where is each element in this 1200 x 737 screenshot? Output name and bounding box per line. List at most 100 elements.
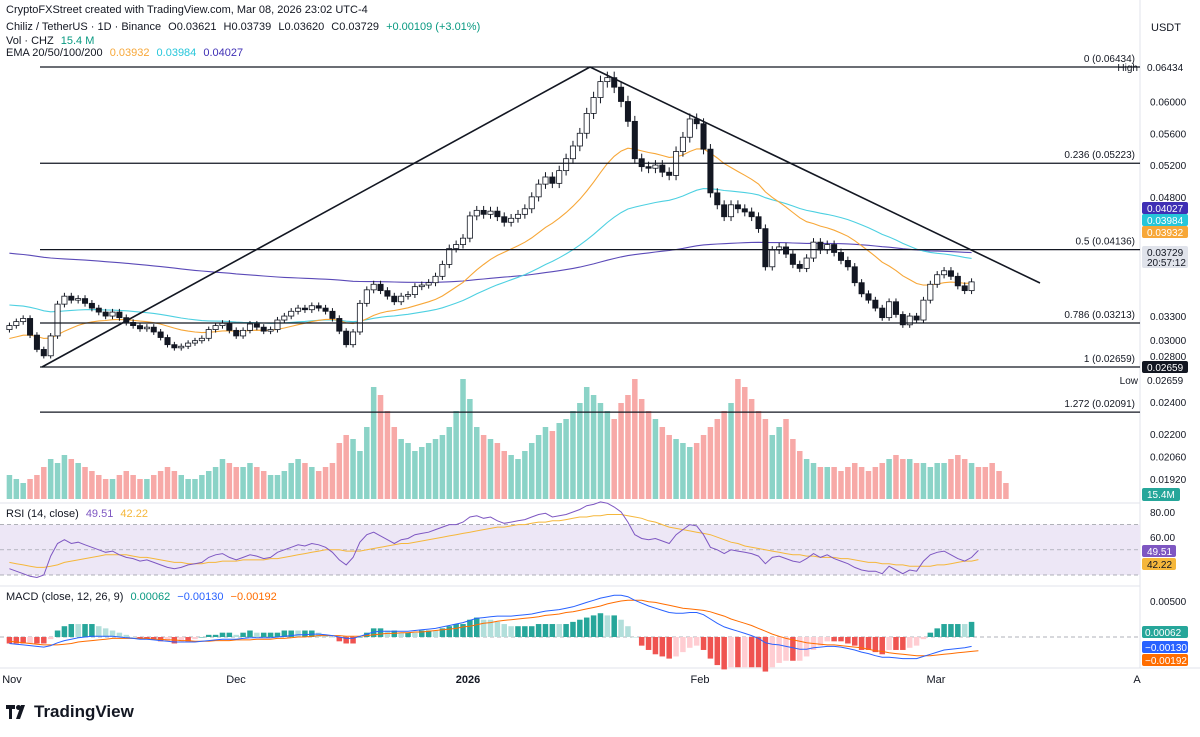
volume-bar <box>391 427 398 499</box>
tradingview-logo-icon <box>6 705 28 719</box>
candle-up <box>356 302 363 333</box>
volume-bar <box>384 411 391 499</box>
macd-histogram-bar <box>577 619 583 637</box>
volume-bar <box>329 463 336 499</box>
candle-up <box>514 213 522 219</box>
candle-down <box>501 216 508 223</box>
volume-bar <box>680 443 686 499</box>
volume-bar <box>446 427 453 499</box>
rsi-line <box>9 501 979 579</box>
fib-level-label: 0.786 (0.03213) <box>1064 310 1135 321</box>
candle-down <box>782 246 790 255</box>
macd-histogram-bar <box>934 628 940 637</box>
volume-bar <box>542 427 549 499</box>
volume-bar <box>226 463 233 499</box>
macd-histogram-bar <box>831 637 837 642</box>
macd-histogram-bar <box>480 619 487 637</box>
candle-up <box>556 170 563 184</box>
volume-bar <box>522 451 528 499</box>
macd-histogram-bar <box>611 615 617 637</box>
time-tick-label: 2026 <box>456 674 480 686</box>
volume-bar <box>20 483 26 499</box>
candle-up <box>198 337 205 342</box>
candle-down <box>322 307 329 312</box>
macd-histogram-bar <box>700 637 707 650</box>
macd-histogram-bar <box>845 637 851 644</box>
candle-up <box>295 307 302 312</box>
rsi-tag-box <box>1142 558 1176 570</box>
volume-bar <box>769 435 776 499</box>
volume-bar <box>858 467 865 499</box>
rsi-tag-value: 42.22 <box>1147 560 1172 571</box>
volume-bar <box>515 459 521 499</box>
candle-down <box>865 293 872 301</box>
macd-histogram-bar <box>886 637 892 650</box>
candle-down <box>233 329 240 337</box>
volume-bar <box>47 459 54 499</box>
macd-histogram-bar <box>364 632 370 637</box>
candle-up <box>54 303 61 337</box>
candle-up <box>528 196 535 210</box>
candle-down <box>624 101 631 122</box>
candle-up <box>590 97 597 114</box>
candle-up <box>934 274 941 285</box>
macd-histogram-bar <box>941 624 947 637</box>
volume-bar <box>68 459 75 499</box>
volume-bar <box>96 475 102 499</box>
candle-down <box>734 204 741 210</box>
volume-bar <box>508 455 514 499</box>
candle-up <box>398 295 405 303</box>
price-tick-label: 0.03000 <box>1150 336 1187 347</box>
volume-bar <box>453 411 459 499</box>
candle-down <box>659 164 666 173</box>
price-tag-value: 0.06434 <box>1147 63 1184 74</box>
volume-bar <box>687 447 693 499</box>
candle-up <box>240 329 247 337</box>
macd-histogram-bar <box>508 626 514 637</box>
macd-histogram-bar <box>872 637 879 653</box>
volume-bar <box>707 427 714 499</box>
macd-histogram-bar <box>494 621 501 637</box>
candle-up <box>453 244 460 249</box>
volume-bar <box>810 463 817 499</box>
macd-histogram-bar <box>453 624 459 637</box>
macd-histogram-bar <box>274 632 281 637</box>
macd-tag-box <box>1142 626 1188 638</box>
macd-histogram-bar <box>343 637 349 644</box>
attribution-text: CryptoFXStreet created with TradingView.… <box>6 4 368 16</box>
candle-down <box>377 283 384 292</box>
tradingview-logo[interactable]: TradingView <box>6 702 134 722</box>
volume-label: Vol · CHZ <box>6 35 54 47</box>
macd-histogram-bar <box>377 628 384 637</box>
macd-histogram-bar <box>233 634 239 637</box>
candle-down <box>329 310 336 319</box>
volume-bar <box>212 467 219 499</box>
volume-bar <box>618 403 624 499</box>
macd-histogram-bar <box>34 637 40 644</box>
candle-up <box>370 283 377 291</box>
macd-histogram-bar <box>755 637 762 668</box>
candle-down <box>384 290 391 297</box>
candle-down <box>741 208 748 213</box>
macd-histogram-bar <box>425 630 432 637</box>
macd-histogram-bar <box>329 637 336 638</box>
volume-bar <box>54 463 61 499</box>
macd-histogram-bar <box>47 637 54 640</box>
macd-value: −0.00130 <box>177 591 224 603</box>
time-tick-label: Feb <box>691 674 710 686</box>
candle-down <box>631 120 638 160</box>
candle-up <box>521 208 528 215</box>
macd-histogram-bar <box>645 637 652 650</box>
macd-histogram-bar <box>192 637 198 640</box>
macd-histogram-bar <box>116 632 123 637</box>
volume-bar <box>501 451 507 499</box>
macd-histogram-bar <box>336 637 343 642</box>
volume-bar <box>583 387 590 499</box>
candle-up <box>769 249 776 268</box>
volume-bar <box>604 411 611 499</box>
candle-up <box>6 325 13 330</box>
volume-bar <box>61 455 68 499</box>
macd-histogram-bar <box>604 615 611 637</box>
volume-bar <box>151 475 157 499</box>
